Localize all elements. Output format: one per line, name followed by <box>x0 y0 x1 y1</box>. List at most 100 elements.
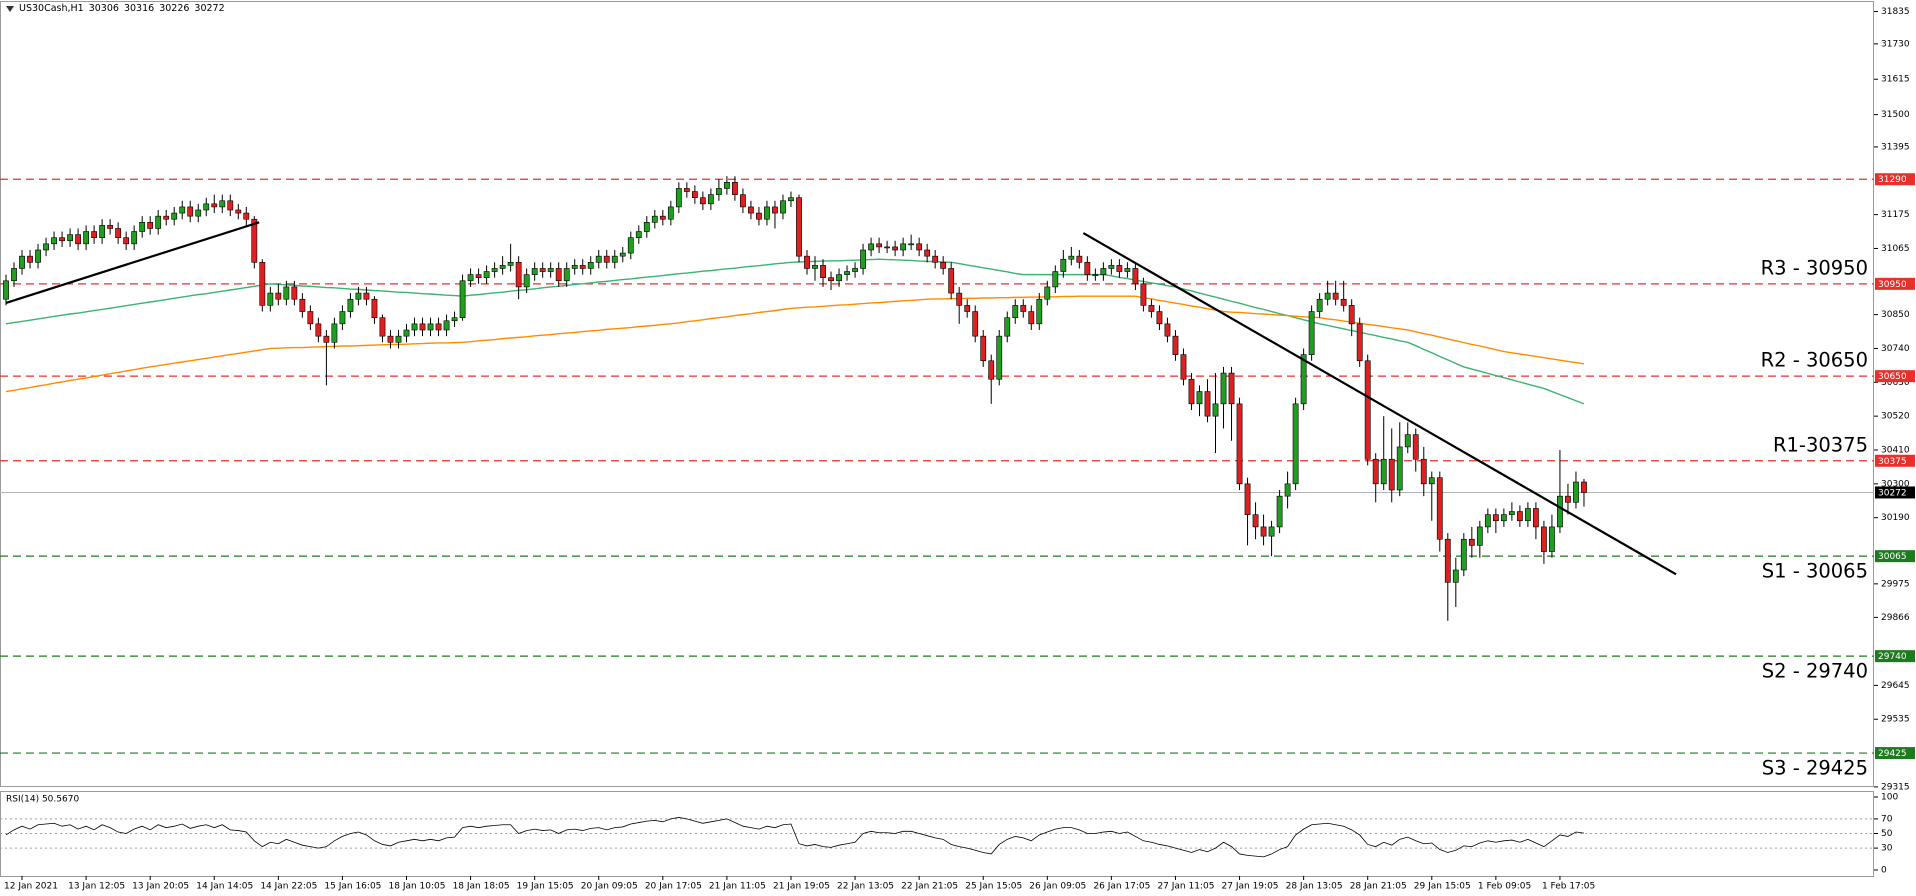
y-tick-label: 30410 <box>1881 446 1910 456</box>
x-tick-label: 28 Jan 21:05 <box>1350 882 1407 892</box>
candle-body <box>1581 481 1587 493</box>
candle-body <box>1116 265 1123 272</box>
candle-body <box>1444 538 1451 583</box>
candle-body <box>667 206 674 220</box>
candle-body <box>19 255 25 269</box>
candle-body <box>347 298 354 312</box>
level-label: S2 - 29740 <box>1762 660 1868 683</box>
candle-body <box>691 191 698 198</box>
y-tick-label: 29315 <box>1881 782 1910 792</box>
candle-body <box>1180 354 1187 380</box>
candle-body <box>651 215 658 223</box>
candle-body <box>523 274 530 288</box>
x-tick-label: 21 Jan 19:05 <box>773 882 830 892</box>
candle-body <box>259 262 266 306</box>
candle-body <box>828 277 834 282</box>
candle-body <box>892 246 899 251</box>
candle-body <box>443 320 450 331</box>
rsi-title: RSI(14) 50.5670 <box>6 795 79 805</box>
candle-body <box>1236 403 1243 485</box>
level-label: R1-30375 <box>1773 433 1868 456</box>
candle-body <box>323 335 330 343</box>
level-tag: 29425 <box>1878 749 1907 759</box>
candle-body <box>1188 378 1195 405</box>
candle-body <box>107 225 114 229</box>
header-icon <box>6 5 14 12</box>
candle-body <box>852 268 858 272</box>
candle-body <box>1492 514 1499 522</box>
candle-body <box>227 200 234 211</box>
candle-body <box>1268 526 1275 537</box>
candle-body <box>1124 268 1131 272</box>
candle-body <box>1020 305 1027 312</box>
candle-body <box>579 265 586 269</box>
level-tag: 29740 <box>1878 652 1907 662</box>
candle-body <box>1196 391 1203 405</box>
candle-body <box>267 292 274 306</box>
y-tick-label: 30630 <box>1881 378 1910 388</box>
candle-body <box>788 197 794 202</box>
moving-average-line <box>5 258 1585 405</box>
level-tag-box <box>1875 370 1915 383</box>
candle-body <box>1300 354 1307 405</box>
candle-body <box>371 298 378 318</box>
candle-body <box>619 252 626 257</box>
candle-body <box>715 188 722 195</box>
candle-body <box>635 231 642 238</box>
candle-body <box>1140 283 1147 306</box>
candle-body <box>587 262 594 269</box>
candle-body <box>1428 477 1435 485</box>
candle-body <box>643 222 650 232</box>
candle-body <box>1084 262 1091 275</box>
trend-line <box>5 221 260 304</box>
candle-body <box>732 182 738 195</box>
x-tick-label: 1 Feb 09:05 <box>1478 882 1531 892</box>
candle-body <box>1284 483 1291 497</box>
candle-body <box>1573 481 1579 503</box>
rsi-tick-label: 30 <box>1881 844 1893 854</box>
candle-body <box>427 323 434 331</box>
candle-body <box>1468 538 1475 546</box>
candle-body <box>171 212 178 220</box>
candle-body <box>459 280 466 318</box>
level-tag-box <box>1875 747 1915 760</box>
y-tick-label: 30850 <box>1881 310 1910 320</box>
level-label: R2 - 30650 <box>1761 349 1868 372</box>
candle-body <box>1332 292 1339 300</box>
candle-body <box>339 311 346 325</box>
candle-body <box>3 280 9 300</box>
low-value: 30226 <box>159 3 190 14</box>
candle-body <box>67 234 73 242</box>
candle-body <box>163 215 170 220</box>
current-price-tag: 30272 <box>1878 488 1907 498</box>
candle-body <box>563 268 570 282</box>
candle-body <box>812 265 818 269</box>
candle-body <box>1260 526 1267 537</box>
candle-body <box>1068 255 1075 260</box>
level-label: S3 - 29425 <box>1762 757 1868 780</box>
candle-body <box>531 268 538 275</box>
rsi-line <box>5 817 1585 858</box>
candle-body <box>243 212 250 220</box>
candle-body <box>876 243 882 248</box>
candle-body <box>1557 495 1563 528</box>
candle-body <box>411 323 418 331</box>
y-tick-label: 29975 <box>1881 579 1910 589</box>
candle-body <box>395 335 402 343</box>
candle-body <box>1100 268 1107 275</box>
candle-body <box>1324 292 1331 300</box>
candle-body <box>1044 286 1051 300</box>
candle-body <box>475 274 482 278</box>
level-tag: 31290 <box>1878 175 1907 185</box>
candle-body <box>1276 495 1283 528</box>
candle-body <box>1052 271 1059 288</box>
candle-body <box>1204 391 1211 417</box>
candle-body <box>187 206 194 217</box>
candle-body <box>123 237 130 245</box>
candle-body <box>467 274 474 282</box>
candle-body <box>1436 477 1443 540</box>
candle-body <box>844 271 850 275</box>
candle-body <box>331 323 338 343</box>
candle-body <box>675 188 682 208</box>
